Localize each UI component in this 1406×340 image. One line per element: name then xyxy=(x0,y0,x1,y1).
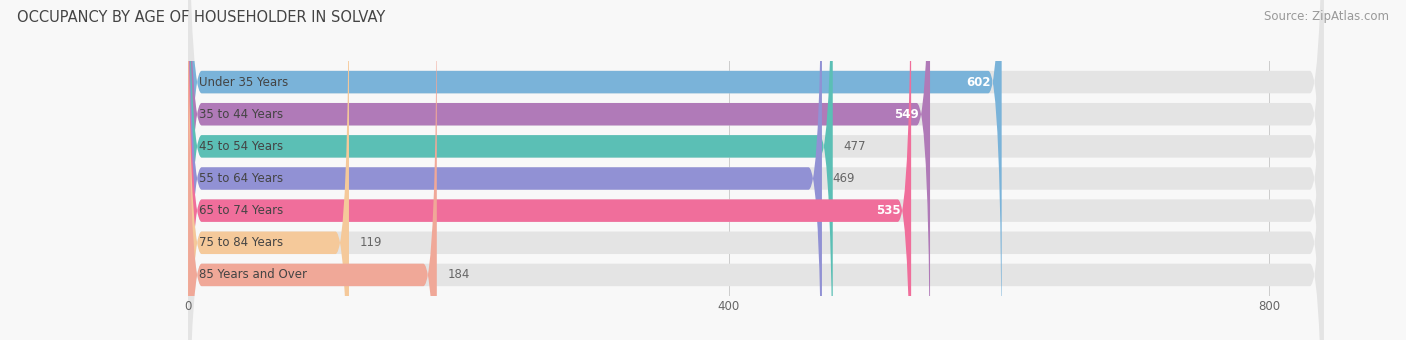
FancyBboxPatch shape xyxy=(188,0,1323,340)
FancyBboxPatch shape xyxy=(188,0,349,340)
Text: 119: 119 xyxy=(360,236,382,249)
FancyBboxPatch shape xyxy=(188,0,823,340)
FancyBboxPatch shape xyxy=(188,0,929,340)
Text: Source: ZipAtlas.com: Source: ZipAtlas.com xyxy=(1264,10,1389,23)
Text: 549: 549 xyxy=(894,108,920,121)
FancyBboxPatch shape xyxy=(188,0,832,340)
FancyBboxPatch shape xyxy=(188,0,1323,340)
FancyBboxPatch shape xyxy=(188,0,1323,340)
Text: 45 to 54 Years: 45 to 54 Years xyxy=(200,140,283,153)
FancyBboxPatch shape xyxy=(188,0,1323,340)
FancyBboxPatch shape xyxy=(188,0,1323,340)
Text: 85 Years and Over: 85 Years and Over xyxy=(200,268,307,282)
FancyBboxPatch shape xyxy=(188,0,1323,340)
FancyBboxPatch shape xyxy=(188,0,437,340)
Text: 602: 602 xyxy=(966,75,991,89)
Text: 65 to 74 Years: 65 to 74 Years xyxy=(200,204,283,217)
Text: 477: 477 xyxy=(844,140,866,153)
Text: OCCUPANCY BY AGE OF HOUSEHOLDER IN SOLVAY: OCCUPANCY BY AGE OF HOUSEHOLDER IN SOLVA… xyxy=(17,10,385,25)
Text: 35 to 44 Years: 35 to 44 Years xyxy=(200,108,283,121)
Text: Under 35 Years: Under 35 Years xyxy=(200,75,288,89)
FancyBboxPatch shape xyxy=(188,0,1001,340)
FancyBboxPatch shape xyxy=(188,0,1323,340)
Text: 75 to 84 Years: 75 to 84 Years xyxy=(200,236,283,249)
Text: 469: 469 xyxy=(832,172,855,185)
Text: 535: 535 xyxy=(876,204,900,217)
FancyBboxPatch shape xyxy=(188,0,911,340)
Text: 55 to 64 Years: 55 to 64 Years xyxy=(200,172,283,185)
Text: 184: 184 xyxy=(447,268,470,282)
